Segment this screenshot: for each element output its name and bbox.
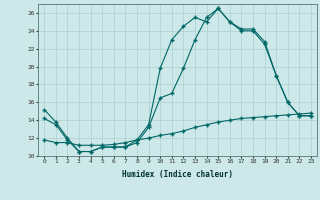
X-axis label: Humidex (Indice chaleur): Humidex (Indice chaleur)	[122, 170, 233, 179]
